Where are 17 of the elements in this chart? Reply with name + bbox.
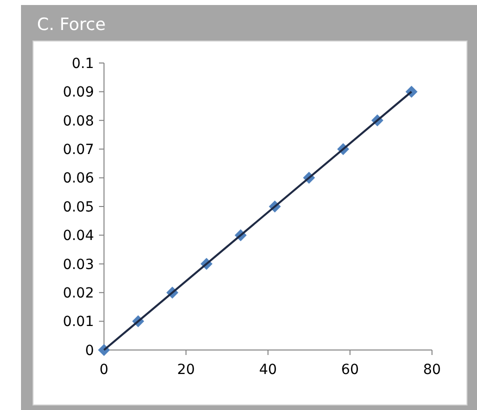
x-tick-label: 40 [259, 362, 277, 378]
y-tick-label: 0.04 [62, 228, 94, 244]
x-tick-label: 20 [177, 362, 195, 378]
y-tick-label: 0.08 [62, 113, 94, 130]
x-tick-label: 0 [100, 362, 108, 378]
y-tick-label: 0.06 [62, 170, 94, 187]
x-tick-label: 60 [341, 362, 359, 378]
y-tick-label: 0.09 [62, 84, 94, 101]
y-tick-label: 0.02 [62, 286, 94, 302]
y-tick-label: 0 [85, 342, 94, 359]
y-tick-label: 0.05 [62, 199, 94, 216]
chart-title: C. Force [37, 15, 106, 35]
y-tick-label: 0.01 [62, 314, 94, 330]
y-tick-label: 0.07 [62, 142, 94, 158]
y-tick-label: 0.03 [62, 256, 94, 273]
x-tick-label: 80 [423, 362, 441, 378]
y-tick-label: 0.1 [72, 56, 94, 72]
